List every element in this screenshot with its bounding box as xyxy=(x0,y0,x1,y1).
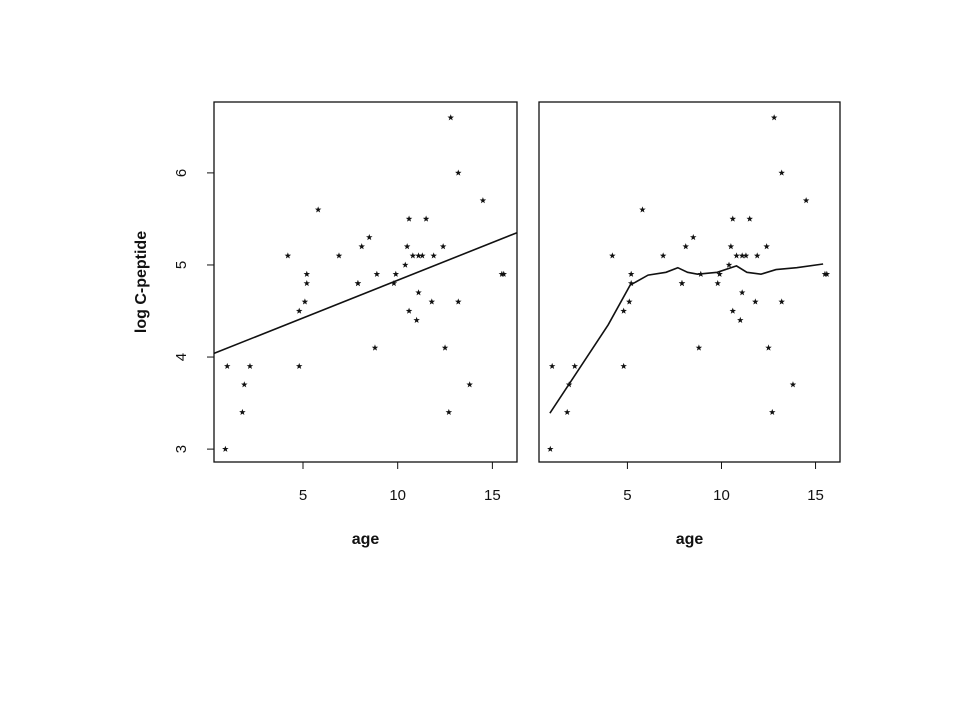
data-point xyxy=(821,270,829,277)
data-point xyxy=(620,307,627,314)
data-point xyxy=(415,252,422,259)
data-point xyxy=(682,243,689,250)
x-tick-label: 15 xyxy=(484,487,501,504)
data-point xyxy=(241,381,248,388)
data-point xyxy=(763,243,770,250)
x-tick-label: 10 xyxy=(389,487,406,504)
data-point xyxy=(419,252,426,259)
fit-line xyxy=(213,231,518,355)
data-point xyxy=(314,206,322,213)
data-point xyxy=(392,270,400,277)
data-point xyxy=(765,344,772,351)
x-tick-label: 5 xyxy=(299,487,307,504)
data-point xyxy=(224,362,231,369)
fit-line xyxy=(549,263,824,414)
data-point xyxy=(690,233,697,241)
data-point xyxy=(725,261,733,268)
data-point xyxy=(659,252,667,259)
data-point xyxy=(366,233,373,241)
data-point xyxy=(354,279,362,287)
data-point xyxy=(358,243,365,250)
x-axis-label: age xyxy=(352,531,380,548)
data-point xyxy=(571,362,578,369)
y-tick-label: 4 xyxy=(173,353,190,361)
data-point xyxy=(239,408,246,416)
data-point xyxy=(627,270,635,277)
plot-frame xyxy=(538,101,841,463)
data-point xyxy=(409,252,417,259)
data-point xyxy=(441,344,449,351)
data-point xyxy=(627,279,635,287)
data-point xyxy=(620,362,627,369)
data-point xyxy=(737,316,744,323)
data-point xyxy=(430,252,437,259)
x-tick-label: 15 xyxy=(807,487,824,504)
x-tick-label: 10 xyxy=(713,487,730,504)
data-point xyxy=(335,252,343,259)
plot-frame xyxy=(213,101,518,463)
data-point xyxy=(403,243,411,250)
data-point xyxy=(738,289,746,296)
data-point xyxy=(733,252,740,259)
data-point xyxy=(428,298,436,305)
data-point xyxy=(746,215,753,222)
data-point xyxy=(295,307,303,314)
data-point xyxy=(447,114,454,121)
data-point xyxy=(373,270,381,277)
data-point xyxy=(678,279,686,287)
data-point xyxy=(445,408,453,416)
data-point xyxy=(626,298,633,305)
data-point xyxy=(303,270,311,277)
data-point xyxy=(498,270,506,277)
data-point xyxy=(222,445,229,452)
data-point xyxy=(284,252,292,259)
data-point xyxy=(802,197,810,204)
data-point xyxy=(455,298,462,305)
y-tick-label: 5 xyxy=(173,261,190,269)
data-point xyxy=(729,215,736,222)
data-point xyxy=(548,362,556,369)
data-point xyxy=(695,344,703,351)
data-point xyxy=(371,344,379,351)
data-point xyxy=(778,169,785,176)
x-axis-label: age xyxy=(676,531,704,548)
data-point xyxy=(609,252,616,259)
data-point xyxy=(422,215,430,222)
data-point xyxy=(466,381,473,388)
data-point xyxy=(402,261,409,268)
y-tick-label: 3 xyxy=(173,445,190,453)
data-point xyxy=(738,252,746,259)
data-point xyxy=(246,362,254,369)
data-point xyxy=(729,307,736,314)
data-point xyxy=(415,289,422,296)
data-point xyxy=(413,316,420,323)
data-point xyxy=(789,381,797,388)
data-point xyxy=(479,197,487,204)
data-point xyxy=(727,243,735,250)
data-point xyxy=(301,298,309,305)
data-point xyxy=(295,362,303,369)
y-axis-label: log C-peptide xyxy=(133,231,150,333)
data-point xyxy=(753,252,761,259)
data-point xyxy=(714,279,721,287)
data-point xyxy=(752,298,759,305)
data-point xyxy=(547,445,554,452)
data-point xyxy=(439,243,447,250)
data-point xyxy=(563,408,571,416)
data-point xyxy=(639,206,646,213)
data-point xyxy=(405,307,413,314)
data-point xyxy=(716,270,723,277)
y-tick-label: 6 xyxy=(173,169,190,177)
x-tick-label: 5 xyxy=(623,487,631,504)
data-point xyxy=(455,169,462,176)
data-point xyxy=(778,298,785,305)
data-point xyxy=(742,252,750,259)
data-point xyxy=(390,279,398,287)
data-point xyxy=(770,114,778,121)
data-point xyxy=(405,215,413,222)
data-point xyxy=(303,279,311,287)
data-point xyxy=(769,408,776,416)
